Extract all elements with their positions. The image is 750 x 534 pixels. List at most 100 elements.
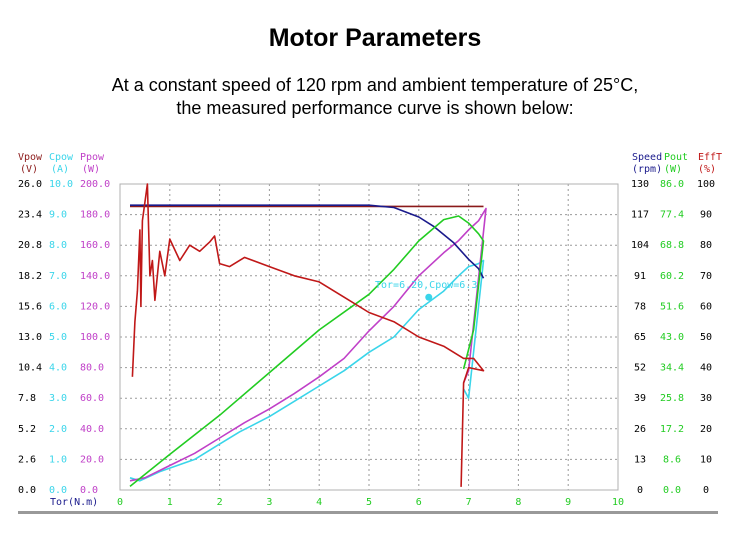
x-tick-label: 10 bbox=[612, 497, 624, 508]
tick-label-vpow: 23.4 bbox=[18, 210, 42, 221]
tick-label-vpow: 5.2 bbox=[18, 424, 36, 435]
tick-label-vpow: 0.0 bbox=[18, 485, 36, 496]
tick-label-ppow: 100.0 bbox=[80, 332, 110, 343]
tick-label-cpow: 5.0 bbox=[49, 332, 67, 343]
x-tick-label: 8 bbox=[515, 497, 521, 508]
x-tick-label: 0 bbox=[117, 497, 123, 508]
axis-name-ppow: Ppow bbox=[80, 152, 105, 163]
tick-label-vpow: 26.0 bbox=[18, 179, 42, 190]
tick-label-pout: 86.0 bbox=[660, 179, 684, 190]
axis-name-efft: EffT bbox=[698, 152, 722, 163]
tick-label-speed: 130 bbox=[631, 179, 649, 190]
x-tick-label: 4 bbox=[316, 497, 322, 508]
tick-label-speed: 39 bbox=[634, 393, 646, 404]
tick-label-ppow: 60.0 bbox=[80, 393, 104, 404]
tick-label-ppow: 180.0 bbox=[80, 210, 110, 221]
tick-label-cpow: 9.0 bbox=[49, 210, 67, 221]
tick-label-speed: 78 bbox=[634, 301, 646, 312]
x-axis-label: Tor(N.m) bbox=[50, 497, 98, 508]
tick-label-pout: 17.2 bbox=[660, 424, 684, 435]
x-tick-label: 9 bbox=[565, 497, 571, 508]
tick-label-vpow: 7.8 bbox=[18, 393, 36, 404]
tick-label-efft: 40 bbox=[700, 363, 712, 374]
tick-label-speed: 91 bbox=[634, 271, 646, 282]
axis-unit-speed: (rpm) bbox=[632, 164, 662, 175]
chart-axes: Vpow(V) 0.0 2.6 5.2 7.8 10.4 1 3.0 15.6 18.2 20.8 2… bbox=[18, 152, 722, 508]
page-title: Motor Parameters bbox=[268, 24, 482, 52]
axis-unit-vpow: (V) bbox=[20, 164, 38, 175]
tick-label-speed: 65 bbox=[634, 332, 646, 343]
tick-label-pout: 60.2 bbox=[660, 271, 684, 282]
bottom-divider bbox=[18, 511, 718, 514]
tick-label-ppow: 20.0 bbox=[80, 454, 104, 465]
tick-label-speed: 26 bbox=[634, 424, 646, 435]
cursor-label: Tor=6.20,Cpow=6.3 bbox=[375, 280, 477, 291]
x-tick-label: 3 bbox=[266, 497, 272, 508]
x-tick-label: 2 bbox=[217, 497, 223, 508]
tick-label-speed: 104 bbox=[631, 240, 649, 251]
tick-label-cpow: 2.0 bbox=[49, 424, 67, 435]
axis-unit-efft: (%) bbox=[698, 164, 716, 175]
tick-label-pout: 25.8 bbox=[660, 393, 684, 404]
chart-grid bbox=[119, 183, 619, 491]
tick-label-cpow: 7.0 bbox=[49, 271, 67, 282]
subtitle-line-2: the measured performance curve is shown … bbox=[176, 98, 574, 118]
axis-unit-pout: (W) bbox=[664, 164, 682, 175]
tick-label-vpow: 18.2 bbox=[18, 271, 42, 282]
tick-label-cpow: 3.0 bbox=[49, 393, 67, 404]
tick-label-vpow: 20.8 bbox=[18, 240, 42, 251]
tick-label-efft: 20 bbox=[700, 424, 712, 435]
tick-label-efft: 30 bbox=[700, 393, 712, 404]
series-line-ppow bbox=[129, 207, 487, 482]
tick-label-efft: 0 bbox=[703, 485, 709, 496]
tick-label-ppow: 120.0 bbox=[80, 301, 110, 312]
plot-frame bbox=[119, 183, 619, 491]
tick-label-ppow: 0.0 bbox=[80, 485, 98, 496]
tick-label-ppow: 80.0 bbox=[80, 363, 104, 374]
x-tick-label: 5 bbox=[366, 497, 372, 508]
x-tick-label: 1 bbox=[167, 497, 173, 508]
tick-label-speed: 13 bbox=[634, 454, 646, 465]
tick-label-efft: 80 bbox=[700, 240, 712, 251]
axis-name-vpow: Vpow bbox=[18, 152, 43, 163]
series-line-speed bbox=[130, 204, 485, 279]
tick-label-cpow: 10.0 bbox=[49, 179, 73, 190]
tick-label-ppow: 40.0 bbox=[80, 424, 104, 435]
tick-label-speed: 52 bbox=[634, 363, 646, 374]
tick-label-vpow: 2.6 bbox=[18, 454, 36, 465]
tick-label-speed: 0 bbox=[637, 485, 643, 496]
tick-label-efft: 100 bbox=[697, 179, 715, 190]
tick-label-ppow: 140.0 bbox=[80, 271, 110, 282]
x-tick-label: 7 bbox=[466, 497, 472, 508]
tick-label-pout: 68.8 bbox=[660, 240, 684, 251]
axis-name-cpow: Cpow bbox=[49, 152, 74, 163]
tick-label-pout: 51.6 bbox=[660, 301, 684, 312]
tick-label-cpow: 8.0 bbox=[49, 240, 67, 251]
tick-label-vpow: 10.4 bbox=[18, 363, 42, 374]
axis-name-speed: Speed bbox=[632, 152, 662, 163]
chart-series bbox=[129, 183, 487, 488]
tick-label-efft: 70 bbox=[700, 271, 712, 282]
tick-label-pout: 8.6 bbox=[663, 454, 681, 465]
tick-label-ppow: 160.0 bbox=[80, 240, 110, 251]
tick-label-vpow: 15.6 bbox=[18, 301, 42, 312]
series-line-pout bbox=[129, 215, 485, 488]
tick-label-pout: 43.0 bbox=[660, 332, 684, 343]
tick-label-pout: 0.0 bbox=[663, 485, 681, 496]
series-line-efft bbox=[131, 183, 485, 487]
tick-label-speed: 117 bbox=[631, 210, 649, 221]
axis-name-pout: Pout bbox=[664, 152, 688, 163]
tick-label-cpow: 4.0 bbox=[49, 363, 67, 374]
series-line-cpow bbox=[129, 259, 485, 482]
axis-unit-ppow: (W) bbox=[82, 164, 100, 175]
tick-label-efft: 60 bbox=[700, 301, 712, 312]
tick-label-efft: 50 bbox=[700, 332, 712, 343]
tick-label-pout: 34.4 bbox=[660, 363, 684, 374]
tick-label-cpow: 1.0 bbox=[49, 454, 67, 465]
x-tick-label: 6 bbox=[416, 497, 422, 508]
tick-label-efft: 90 bbox=[700, 210, 712, 221]
tick-label-ppow: 200.0 bbox=[80, 179, 110, 190]
subtitle-line-1: At a constant speed of 120 rpm and ambie… bbox=[111, 75, 639, 95]
axis-unit-cpow: (A) bbox=[51, 164, 69, 175]
